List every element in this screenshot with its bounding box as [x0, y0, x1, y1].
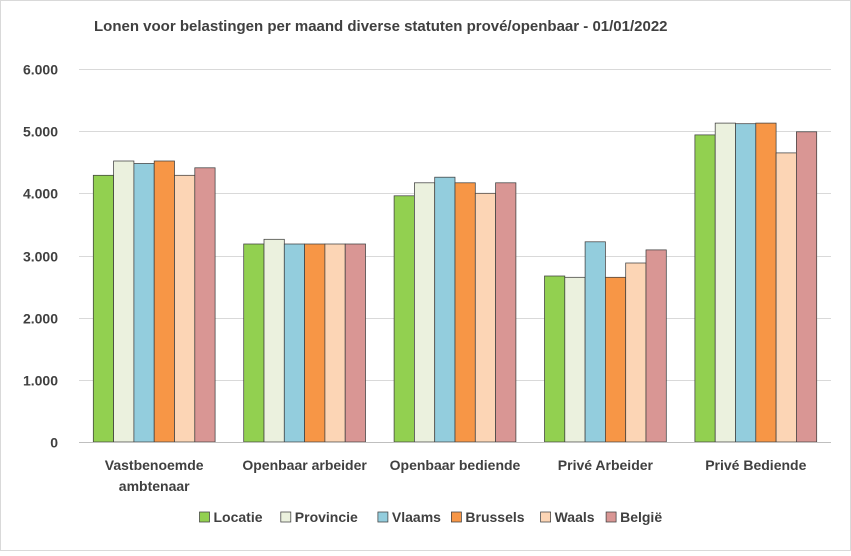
legend-item-vlaams: Vlaams — [377, 509, 441, 525]
y-tick-label: 2.000 — [23, 311, 58, 327]
y-tick-label: 3.000 — [23, 249, 58, 265]
bar-vlaams-1 — [283, 243, 305, 443]
legend-item-provincie: Provincie — [280, 509, 358, 525]
bar-brussels-4 — [755, 122, 777, 443]
category-label: ambtenaar — [119, 478, 190, 494]
y-tick-label: 0 — [50, 435, 58, 451]
bar-brussels-0 — [153, 160, 175, 443]
bar-brussels-2 — [454, 182, 476, 443]
bar-provincie-3 — [564, 276, 586, 443]
bar-belgi-0 — [194, 167, 216, 443]
legend-label: Locatie — [214, 509, 263, 525]
bar-provincie-1 — [263, 238, 285, 443]
legend-item-locatie: Locatie — [199, 509, 263, 525]
bar-vlaams-3 — [584, 241, 606, 443]
bar-locatie-4 — [694, 134, 716, 443]
legend-swatch — [377, 511, 389, 523]
legend-label: Waals — [555, 509, 595, 525]
legend-label: Brussels — [465, 509, 524, 525]
y-tick-label: 4.000 — [23, 186, 58, 202]
legend-label: Vlaams — [392, 509, 441, 525]
legend-swatch — [605, 511, 617, 523]
bar-locatie-1 — [243, 243, 265, 443]
legend-item-belgi: België — [605, 509, 662, 525]
category-label: Privé Bediende — [705, 457, 806, 473]
bar-waals-2 — [474, 192, 496, 443]
legend: Locatie Provincie Vlaams Brussels Waals Belgi… — [199, 509, 662, 525]
chart-title: Lonen voor belastingen per maand diverse… — [94, 18, 668, 35]
bars — [92, 122, 818, 443]
legend-swatch — [280, 511, 292, 523]
legend-swatch — [451, 511, 462, 523]
y-tick-label: 5.000 — [23, 124, 58, 140]
bar-waals-1 — [324, 243, 346, 443]
category-label: Openbaar bediende — [390, 457, 521, 473]
bar-provincie-4 — [714, 122, 736, 443]
bar-brussels-3 — [605, 276, 627, 443]
bar-belgi-1 — [344, 243, 366, 443]
y-axis-tick-labels: 0 1.000 2.000 3.000 4.000 5.000 6.000 — [23, 62, 58, 451]
bar-provincie-0 — [113, 160, 135, 443]
bar-locatie-0 — [92, 174, 114, 443]
bar-belgi-4 — [796, 131, 818, 443]
bar-provincie-2 — [414, 182, 436, 443]
legend-item-brussels: Brussels — [451, 509, 525, 525]
bar-waals-4 — [775, 152, 797, 443]
category-label: Vastbenoemde — [105, 457, 204, 473]
bar-waals-3 — [625, 262, 647, 443]
bar-waals-0 — [174, 174, 196, 443]
category-label: Openbaar arbeider — [242, 457, 367, 473]
legend-label: Provincie — [295, 509, 358, 525]
legend-swatch — [540, 511, 551, 523]
category-labels: Vastbenoemde ambtenaar Openbaar arbeider Op… — [105, 457, 807, 494]
legend-swatch — [199, 511, 210, 523]
legend-label: België — [620, 509, 662, 525]
y-tick-label: 6.000 — [23, 62, 58, 78]
bar-vlaams-0 — [133, 163, 155, 443]
bar-vlaams-2 — [434, 176, 456, 443]
bar-belgi-2 — [495, 182, 517, 443]
bar-vlaams-4 — [735, 123, 757, 443]
bar-brussels-1 — [304, 243, 326, 443]
y-tick-label: 1.000 — [23, 373, 58, 389]
legend-item-waals: Waals — [540, 509, 595, 525]
category-label: Privé Arbeider — [558, 457, 654, 473]
bar-belgi-3 — [645, 249, 667, 443]
bar-locatie-2 — [393, 195, 415, 443]
bar-locatie-3 — [544, 275, 566, 443]
